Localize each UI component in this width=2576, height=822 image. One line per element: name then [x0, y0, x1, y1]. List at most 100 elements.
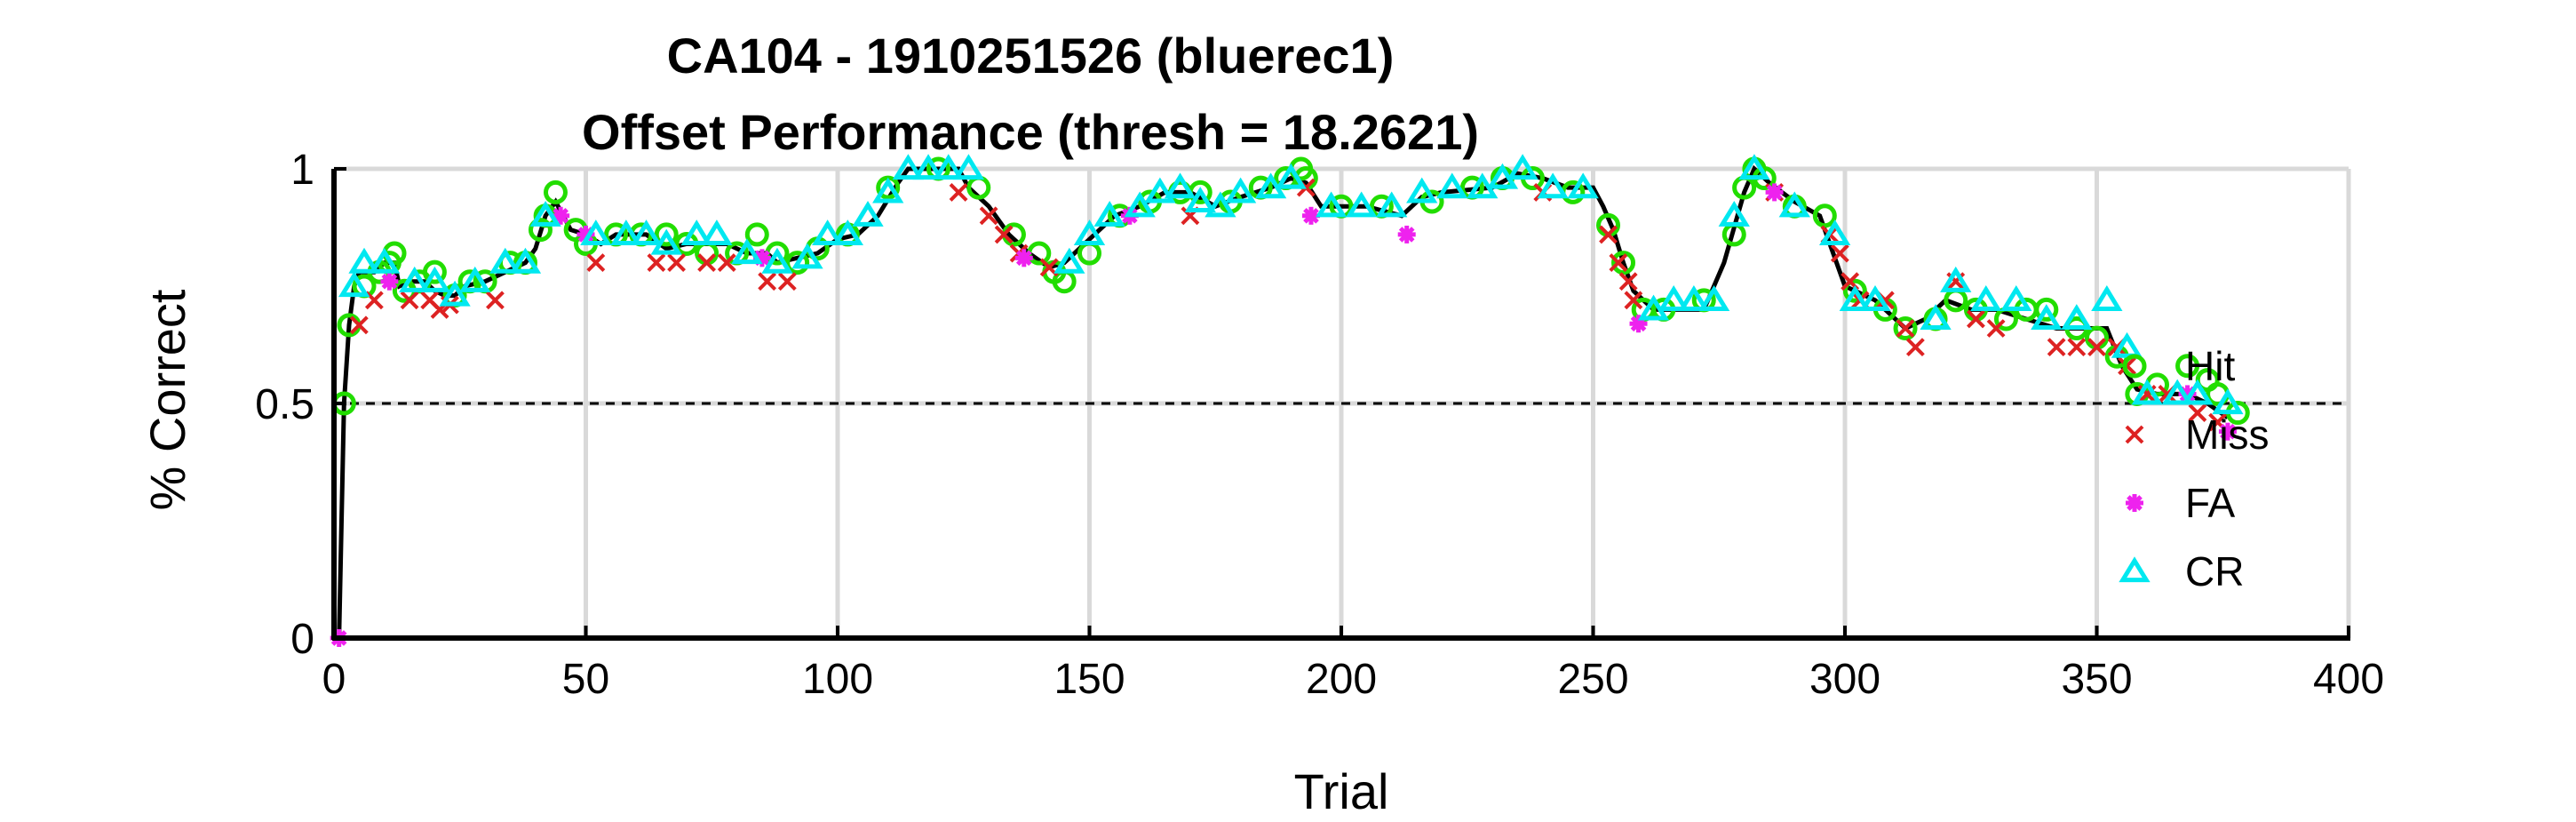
- cr-point-31: [1144, 177, 1176, 204]
- cr-point-11: [610, 219, 642, 246]
- legend-label-hit: Hit: [2185, 343, 2235, 389]
- miss-point-25: [1624, 291, 1643, 310]
- cr-point-22: [872, 177, 904, 204]
- cr-point-46: [1537, 172, 1569, 199]
- miss-point-23: [1609, 253, 1628, 273]
- cr-point-0: [338, 271, 370, 298]
- cr-point-63: [2061, 304, 2093, 331]
- miss-point-2: [400, 291, 419, 310]
- x-tick-label-7: 350: [2061, 656, 2132, 703]
- x-tick-label-1: 50: [562, 656, 609, 703]
- cr-point-20: [831, 219, 863, 246]
- miss-point-41: [2118, 356, 2136, 376]
- y-tick-label-1: 0.5: [255, 381, 314, 428]
- cr-point-13: [650, 228, 682, 255]
- miss-point-44: [2188, 403, 2207, 422]
- cr-point-40: [1376, 191, 1408, 218]
- cr-point-18: [791, 243, 823, 269]
- legend: Hit Miss FA CR: [2119, 343, 2270, 595]
- cr-point-45: [1507, 154, 1538, 180]
- miss-point-39: [2087, 338, 2106, 357]
- cr-point-34: [1205, 191, 1236, 218]
- miss-point-36: [1986, 319, 2006, 338]
- legend-label-miss: Miss: [2185, 411, 2270, 458]
- y-tick-label-2: 1: [290, 147, 314, 194]
- miss-point-8: [647, 253, 666, 273]
- cr-point-3: [399, 266, 431, 292]
- chart-title: CA104 - 1910251526 (bluerec1): [667, 28, 1395, 84]
- miss-point-33: [1905, 338, 1925, 357]
- cr-point-12: [630, 219, 663, 246]
- fa-point-10: [1765, 183, 1784, 202]
- x-tick-label-2: 100: [802, 656, 873, 703]
- cr-point-41: [1406, 177, 1438, 204]
- cr-point-55: [1819, 219, 1851, 246]
- fa-point-12: [2218, 422, 2237, 441]
- hit-point-79: [2175, 354, 2200, 379]
- miss-point-11: [717, 253, 736, 273]
- hit-point-73: [2034, 297, 2059, 322]
- miss-point-9: [667, 253, 686, 273]
- cr-point-16: [731, 238, 763, 265]
- miss-point-13: [777, 272, 797, 291]
- cr-point-8: [509, 247, 542, 274]
- legend-marker-hit: [2122, 354, 2147, 379]
- miss-point-38: [2067, 338, 2087, 357]
- hit-point-27: [785, 251, 810, 275]
- cr-point-30: [1124, 191, 1156, 218]
- hit-point-25: [744, 222, 769, 247]
- miss-point-15: [979, 206, 998, 226]
- y-tick-label-0: 0: [290, 616, 314, 663]
- cr-point-37: [1275, 163, 1307, 189]
- cr-point-39: [1346, 191, 1378, 218]
- hit-point-8: [422, 259, 447, 284]
- legend-label-fa: FA: [2185, 480, 2236, 526]
- cr-point-15: [701, 219, 733, 246]
- miss-point-10: [697, 253, 716, 273]
- x-tick-label-6: 300: [1809, 656, 1880, 703]
- cr-point-54: [1778, 191, 1810, 218]
- cr-point-14: [680, 219, 712, 246]
- miss-point-35: [1967, 309, 1985, 329]
- cr-point-5: [439, 280, 471, 307]
- cr-point-62: [2031, 304, 2063, 331]
- x-tick-label-0: 0: [322, 656, 346, 703]
- cr-point-49: [1658, 285, 1690, 311]
- legend-item-cr: CR: [2119, 548, 2244, 595]
- cr-point-42: [1436, 172, 1468, 199]
- legend-marker-cr: [2119, 556, 2151, 583]
- hit-point-21: [654, 222, 679, 247]
- cr-point-32: [1164, 172, 1197, 199]
- miss-point-14: [949, 182, 968, 202]
- cr-point-67: [2161, 379, 2193, 405]
- x-tick-label-3: 150: [1053, 656, 1125, 703]
- cr-point-4: [418, 266, 451, 292]
- miss-point-12: [758, 272, 777, 291]
- hit-point-67: [1893, 316, 1918, 341]
- cr-point-38: [1316, 191, 1348, 218]
- legend-marker-miss: [2125, 425, 2144, 444]
- cr-point-59: [1940, 266, 1972, 292]
- hit-point-16: [543, 180, 568, 204]
- miss-point-16: [994, 225, 1014, 244]
- cr-point-19: [812, 219, 844, 246]
- legend-item-fa: FA: [2126, 480, 2236, 526]
- hit-point-64: [1812, 204, 1837, 228]
- cr-point-65: [2111, 331, 2143, 358]
- hit-point-65: [1842, 278, 1867, 303]
- cr-point-51: [1697, 285, 1730, 311]
- x-tick-label-4: 200: [1306, 656, 1377, 703]
- cr-point-33: [1184, 187, 1216, 213]
- miss-point-37: [2047, 338, 2066, 357]
- cr-point-48: [1637, 294, 1670, 321]
- chart-subtitle: Offset Performance (thresh = 18.2621): [582, 104, 1479, 160]
- cr-point-7: [489, 247, 521, 274]
- cr-point-50: [1678, 285, 1710, 311]
- legend-item-hit: Hit: [2122, 343, 2235, 389]
- cr-point-56: [1839, 285, 1871, 311]
- x-axis-label: Trial: [1294, 763, 1389, 819]
- cr-point-6: [459, 266, 491, 292]
- fa-point-5: [1014, 249, 1033, 267]
